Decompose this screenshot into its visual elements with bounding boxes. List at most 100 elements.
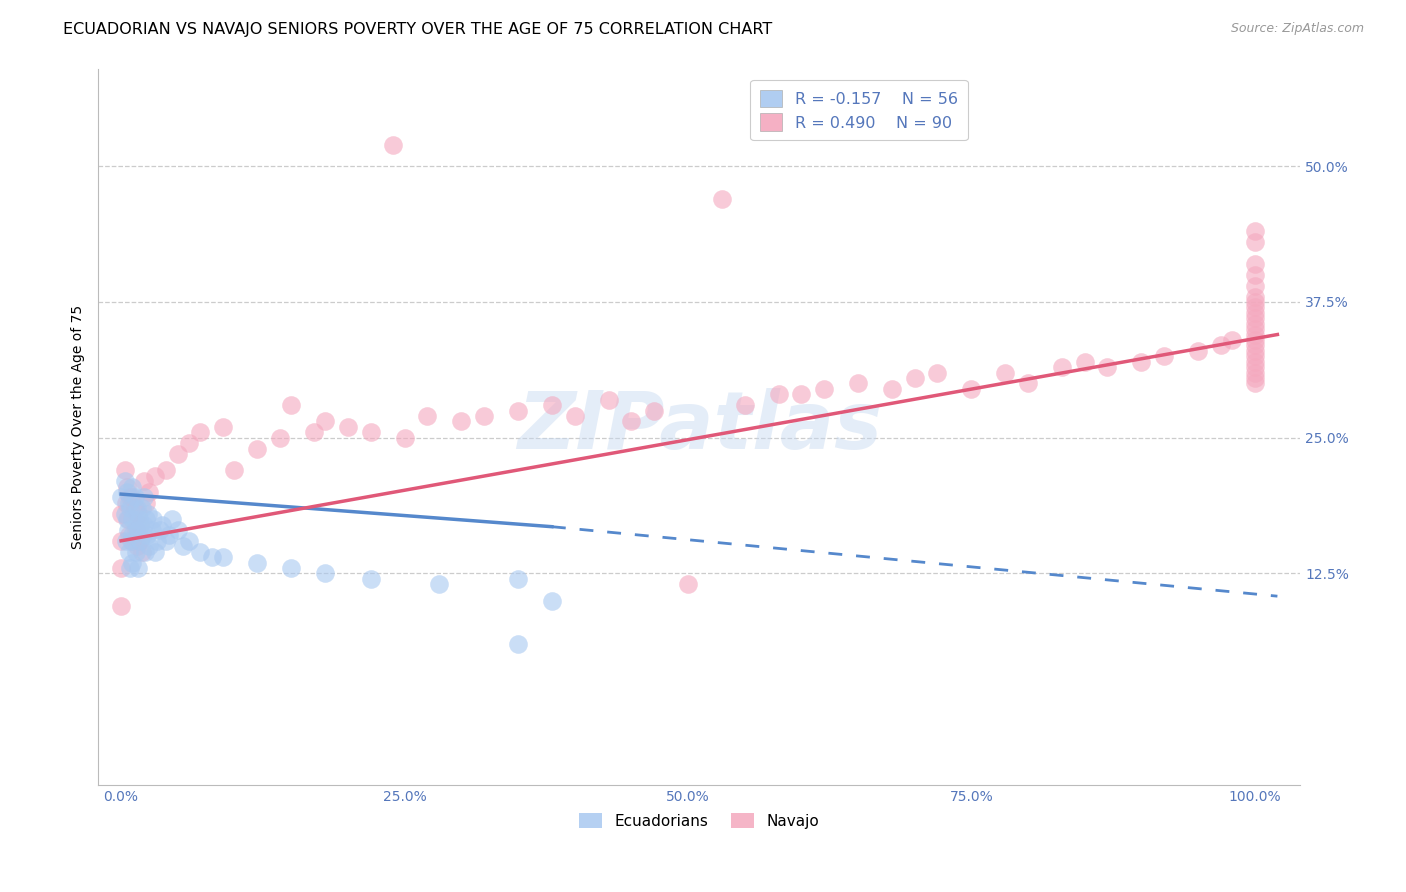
- Point: [190, 425, 212, 440]
- Point: [120, 491, 142, 505]
- Point: [110, 507, 132, 521]
- Point: [360, 425, 382, 440]
- Point: [1130, 354, 1153, 368]
- Point: [506, 637, 529, 651]
- Point: [336, 419, 359, 434]
- Point: [314, 414, 336, 428]
- Point: [114, 533, 136, 548]
- Point: [157, 528, 180, 542]
- Point: [166, 447, 188, 461]
- Point: [541, 398, 564, 412]
- Point: [132, 474, 155, 488]
- Point: [134, 544, 156, 558]
- Point: [121, 479, 143, 493]
- Point: [360, 572, 382, 586]
- Point: [172, 539, 194, 553]
- Point: [132, 491, 155, 505]
- Point: [155, 533, 177, 548]
- Point: [121, 528, 143, 542]
- Point: [994, 366, 1017, 380]
- Point: [115, 512, 138, 526]
- Point: [141, 523, 163, 537]
- Point: [1243, 360, 1265, 375]
- Point: [110, 533, 132, 548]
- Point: [179, 436, 201, 450]
- Point: [125, 517, 148, 532]
- Point: [120, 501, 142, 516]
- Point: [1243, 333, 1265, 347]
- Point: [121, 491, 143, 505]
- Legend: Ecuadorians, Navajo: Ecuadorians, Navajo: [574, 806, 825, 835]
- Point: [150, 517, 173, 532]
- Point: [138, 485, 160, 500]
- Point: [224, 463, 246, 477]
- Point: [212, 419, 235, 434]
- Point: [125, 501, 148, 516]
- Point: [117, 512, 139, 526]
- Point: [125, 544, 148, 558]
- Point: [1153, 349, 1175, 363]
- Point: [1243, 278, 1265, 293]
- Point: [117, 523, 139, 537]
- Point: [143, 544, 166, 558]
- Point: [598, 392, 620, 407]
- Point: [880, 382, 903, 396]
- Point: [1050, 360, 1073, 375]
- Point: [564, 409, 586, 423]
- Point: [127, 507, 149, 521]
- Point: [136, 507, 159, 521]
- Point: [450, 414, 472, 428]
- Point: [541, 593, 564, 607]
- Point: [1243, 327, 1265, 342]
- Point: [710, 192, 733, 206]
- Point: [114, 507, 136, 521]
- Point: [160, 512, 183, 526]
- Point: [135, 512, 157, 526]
- Point: [143, 468, 166, 483]
- Point: [1243, 322, 1265, 336]
- Point: [1243, 371, 1265, 385]
- Point: [246, 442, 269, 456]
- Point: [114, 463, 136, 477]
- Point: [128, 533, 150, 548]
- Point: [201, 550, 224, 565]
- Point: [1073, 354, 1095, 368]
- Point: [115, 479, 138, 493]
- Point: [121, 533, 143, 548]
- Point: [138, 539, 160, 553]
- Point: [125, 523, 148, 537]
- Point: [302, 425, 325, 440]
- Point: [472, 409, 495, 423]
- Point: [132, 517, 155, 532]
- Point: [166, 523, 188, 537]
- Point: [120, 533, 142, 548]
- Point: [314, 566, 336, 581]
- Point: [135, 496, 157, 510]
- Point: [155, 463, 177, 477]
- Point: [1243, 354, 1265, 368]
- Point: [146, 533, 169, 548]
- Point: [136, 528, 159, 542]
- Point: [1017, 376, 1039, 391]
- Point: [1187, 343, 1209, 358]
- Point: [131, 501, 153, 516]
- Point: [1243, 306, 1265, 320]
- Point: [1243, 311, 1265, 326]
- Point: [506, 572, 529, 586]
- Point: [121, 556, 143, 570]
- Point: [142, 512, 165, 526]
- Point: [506, 403, 529, 417]
- Point: [127, 523, 149, 537]
- Point: [1243, 268, 1265, 282]
- Point: [1243, 235, 1265, 250]
- Point: [813, 382, 835, 396]
- Point: [676, 577, 699, 591]
- Point: [1243, 343, 1265, 358]
- Point: [1243, 301, 1265, 315]
- Point: [927, 366, 949, 380]
- Point: [1243, 338, 1265, 352]
- Point: [114, 474, 136, 488]
- Point: [129, 517, 152, 532]
- Point: [790, 387, 813, 401]
- Point: [179, 533, 201, 548]
